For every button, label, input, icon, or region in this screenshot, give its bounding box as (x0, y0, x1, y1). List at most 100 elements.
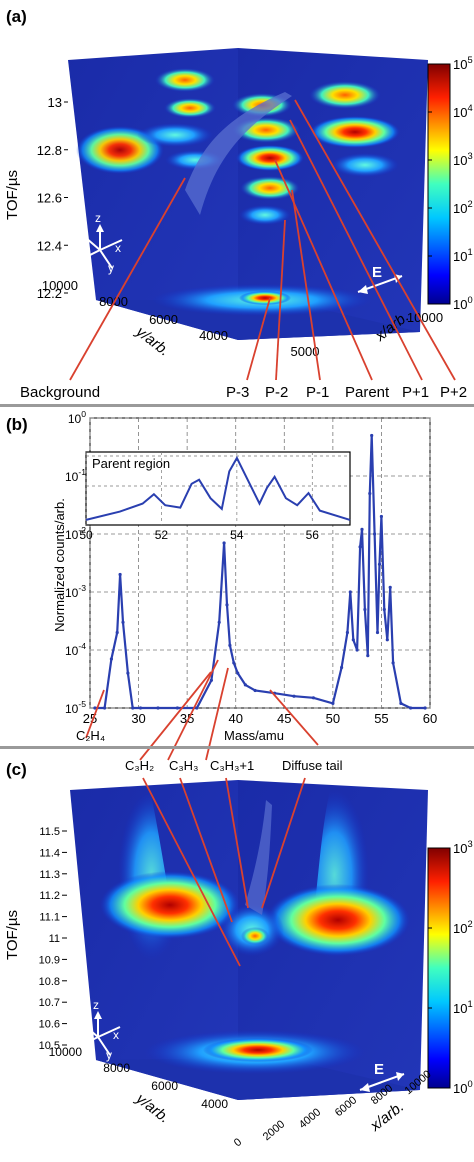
data-point-b (156, 706, 160, 710)
data-point-b (391, 661, 395, 665)
data-point-b (368, 491, 372, 496)
data-point-b (311, 696, 315, 700)
colorbar-c-bar (427, 847, 451, 1089)
data-point-b (195, 706, 199, 710)
cube-c-floor (96, 1058, 420, 1100)
label-p+2: P+2 (440, 384, 467, 401)
panel-c-cube (70, 780, 428, 1100)
inset-frame (85, 451, 351, 526)
z-tick-label-c: 10.5 (39, 1040, 60, 1052)
y-tick-label-c: 10000 (49, 1045, 83, 1059)
triad-z-c: z (93, 998, 99, 1012)
data-point-b (360, 527, 364, 532)
z-tick-label-c: 11.3 (39, 869, 60, 881)
y-tick-label-c: 4000 (201, 1097, 228, 1111)
axis-title-y-a: y/arb. (132, 323, 173, 360)
data-point-b (409, 706, 413, 710)
axis-title-x-b: Mass/amu (224, 728, 284, 743)
floor-blob (203, 1038, 313, 1062)
data-point-b (348, 590, 352, 594)
data-point-b (93, 706, 97, 710)
panel-c: (c) C₃H₂ C₃H₃ C₃H₃+1 Diffuse tail (4, 758, 473, 1149)
y-tick-label-b: 100 (68, 409, 86, 426)
wall-blob (164, 98, 216, 118)
colorbar-a-tick-label: 102 (453, 199, 473, 216)
axis-title-y-c: y/arb. (132, 1090, 173, 1127)
x-tick-label-c: 6000 (333, 1094, 359, 1119)
colorbar-a-tick-label: 103 (453, 151, 473, 168)
colorbar-c: 100 101 102 103 (427, 839, 473, 1096)
x-tick-label-b: 40 (228, 711, 242, 726)
inset-x-tick-label: 54 (230, 528, 244, 542)
label-c3h3: C₃H₃ (169, 758, 198, 773)
data-point-b (358, 545, 362, 549)
colorbar-a-tick-label: 101 (453, 247, 473, 264)
colorbar-a: 100 101 102 103 104 105 (427, 55, 473, 312)
data-point-b (175, 706, 179, 710)
colorbar-c-tick-label: 102 (453, 919, 473, 936)
z-tick-label-a: 13 (48, 95, 62, 110)
y-tick-label-a: 4000 (199, 328, 228, 343)
data-point-b (370, 433, 374, 438)
panel-a: (a) 100 101 (4, 7, 473, 401)
y-tick-label-b: 10-1 (65, 467, 86, 484)
label-c2h4: C₂H₄ (76, 728, 105, 743)
inset-title: Parent region (92, 456, 170, 471)
wall-blob (100, 871, 240, 939)
data-point-b (399, 701, 403, 706)
data-point-b (222, 541, 226, 545)
label-p-1: P-1 (306, 384, 329, 401)
x-tick-label-c: 0 (232, 1136, 244, 1149)
label-p+1: P+1 (402, 384, 429, 401)
x-tick-label-a: 5000 (291, 344, 320, 359)
wall-blob (266, 884, 410, 956)
y-tick-label-c: 8000 (103, 1061, 130, 1075)
axis-title-tof-c: TOF/µs (4, 910, 21, 960)
center-blob (241, 927, 269, 945)
data-point-b (103, 706, 107, 710)
data-point-b (225, 603, 229, 607)
triad-x-c: x (113, 1028, 119, 1042)
annotation-pointers-c (142, 777, 306, 967)
label-c3h3+1: C₃H₃+1 (210, 758, 254, 773)
peak-blob (239, 205, 291, 225)
floor-blob (239, 291, 291, 305)
label-parent: Parent (345, 384, 390, 401)
wall-blob (331, 153, 399, 177)
panel-b: (b) 25 30 35 40 45 50 55 6010-510-410-310-210-1… (6, 409, 437, 761)
data-point-b (236, 671, 240, 675)
colorbar-a-bar (427, 63, 451, 305)
x-tick-label-c: 2000 (261, 1118, 287, 1143)
y-tick-label-c: 6000 (151, 1079, 178, 1093)
field-label-e-a: E (372, 264, 382, 281)
data-point-b (377, 562, 382, 566)
panel-separator (0, 746, 474, 749)
x-tick-label-b: 50 (326, 711, 340, 726)
triad-x-a: x (115, 241, 121, 255)
axis-triad-a: z x y (79, 211, 123, 275)
data-point-b (382, 607, 386, 612)
colorbar-a-tick-label: 105 (453, 55, 473, 72)
data-point-b (209, 678, 213, 682)
data-point-b (131, 706, 135, 710)
label-c3h2: C₃H₂ (125, 758, 154, 773)
data-point-b (126, 671, 130, 675)
z-tick-label-c: 10.6 (39, 1019, 60, 1031)
field-arrow-c: E (359, 1061, 405, 1092)
field-label-e-c: E (374, 1061, 384, 1078)
data-point-b (340, 665, 344, 670)
label-background: Background (20, 384, 100, 401)
x-tick-label-b: 45 (277, 711, 291, 726)
colorbar-a-tick-label: 100 (453, 295, 473, 312)
z-tick-label-c: 11.1 (39, 912, 60, 924)
x-tick-label-b: 60 (423, 711, 437, 726)
peak-blob (236, 145, 304, 171)
inset-b: 50 52 54 56 (79, 451, 351, 542)
colorbar-c-tick-label: 101 (453, 999, 473, 1016)
wall-blob (155, 68, 215, 92)
data-point-b (379, 514, 383, 519)
axes-a: 12.2 12.4 12.6 12.8 13 4000 6000 8000 10000 5000 1… (37, 95, 443, 359)
inset-x-tick-label: 50 (79, 528, 93, 542)
